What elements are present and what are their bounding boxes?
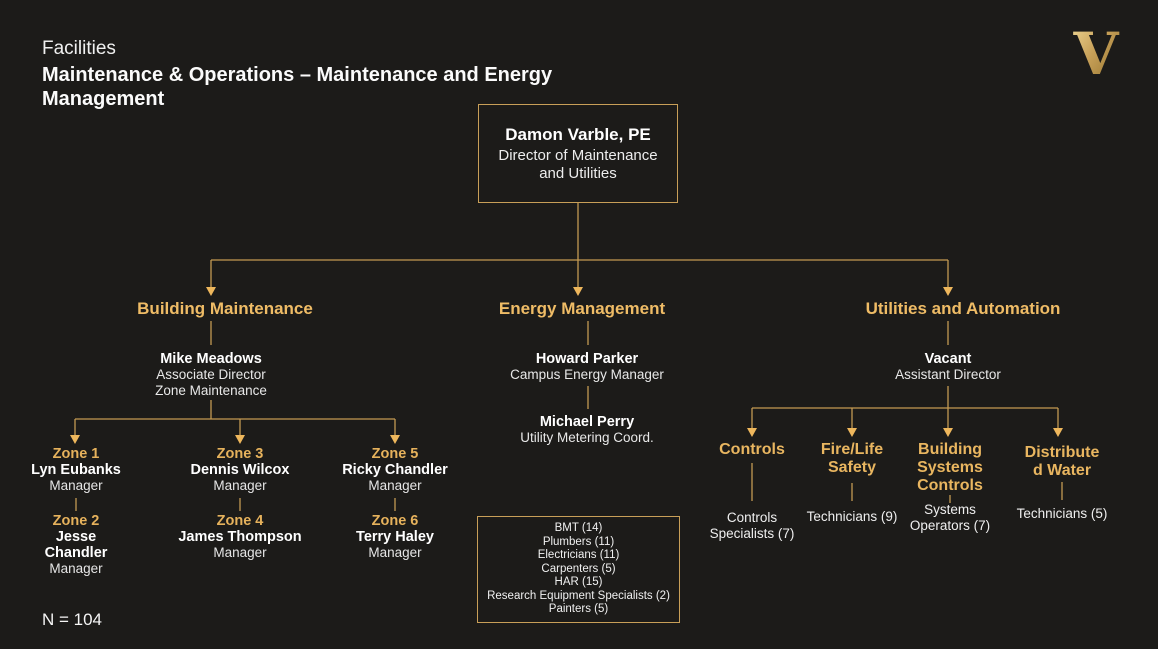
person-name: James Thompson (178, 529, 302, 545)
director-title-line: and Utilities (539, 164, 617, 182)
group-staff-fire-life-technicians: Technicians (9) (807, 509, 898, 525)
group-staff-systems-operators: Systems Operators (7) (910, 502, 990, 534)
zone-label: Zone 3 (216, 446, 264, 462)
zone-label: Zone 6 (371, 513, 419, 529)
staff-line: BMT (14) (554, 521, 603, 534)
org-node-zone-1: Zone 1 Lyn Eubanks Manager (31, 446, 121, 494)
staff-line: Electricians (11) (537, 549, 620, 562)
zone-label: Zone 4 (216, 513, 264, 529)
group-staff-controls-specialists: Controls Specialists (7) (710, 510, 795, 542)
org-node-zone-3: Zone 3 Dennis Wilcox Manager (191, 446, 290, 494)
org-node-associate-director: Mike Meadows Associate Director Zone Mai… (155, 351, 267, 398)
branch-header-utilities-automation: Utilities and Automation (865, 299, 1061, 318)
group-label-line: Systems (917, 459, 983, 476)
person-name: Michael Perry (539, 414, 635, 430)
person-title: Manager (213, 478, 267, 493)
org-node-zone-4: Zone 4 James Thompson Manager (178, 513, 301, 561)
staff-line: Technicians (9) (806, 509, 898, 524)
slide-title-line-2: Management (42, 88, 165, 110)
group-header-distributed-water: Distribute d Water (1025, 444, 1100, 480)
vanderbilt-v-logo-icon: V (1066, 20, 1126, 88)
org-node-campus-energy-manager: Howard Parker Campus Energy Manager (510, 351, 664, 383)
staff-line: Operators (7) (909, 518, 991, 533)
person-title: Manager (49, 561, 103, 576)
person-name-line: Jesse (55, 529, 97, 545)
group-header-fire-life-safety: Fire/Life Safety (821, 441, 883, 477)
group-label-line: Controls (719, 441, 785, 458)
person-title-line: Associate Director (156, 367, 266, 382)
director-title-line: Director of Maintenance (498, 146, 658, 164)
staff-line: Technicians (5) (1016, 506, 1108, 521)
person-name: Ricky Chandler (342, 462, 448, 478)
group-label-line: Distribute (1024, 444, 1100, 461)
org-node-zone-2: Zone 2 Jesse Chandler Manager (45, 513, 108, 577)
group-header-controls: Controls (719, 441, 785, 459)
energy-staff-box: BMT (14) Plumbers (11) Electricians (11)… (477, 516, 680, 623)
group-label-line: Controls (917, 477, 983, 494)
person-title-line: Zone Maintenance (155, 382, 267, 398)
org-node-director: Damon Varble, PE Director of Maintenance… (478, 104, 678, 203)
person-name: Terry Haley (356, 529, 434, 545)
group-label-line: Building (918, 441, 982, 458)
person-name-line: Chandler (44, 545, 108, 561)
staff-line: Painters (5) (548, 603, 609, 616)
slide-title-line-1: Maintenance & Operations – Maintenance a… (42, 64, 553, 86)
person-title: Manager (213, 545, 267, 560)
person-name: Lyn Eubanks (31, 462, 121, 478)
group-header-building-systems-controls: Building Systems Controls (917, 441, 983, 495)
org-node-zone-6: Zone 6 Terry Haley Manager (356, 513, 434, 561)
person-title-line: Assistant Director (895, 367, 1001, 382)
person-title-line: Campus Energy Manager (510, 367, 664, 382)
slide-header: Facilities Maintenance & Operations – Ma… (42, 38, 552, 111)
group-staff-water-technicians: Technicians (5) (1017, 506, 1108, 522)
group-label-line: d Water (1032, 462, 1092, 479)
staff-line: Systems (924, 502, 976, 517)
director-name: Damon Varble, PE (505, 124, 651, 144)
headcount-footnote: N = 104 (42, 610, 103, 629)
branch-header-building-maintenance: Building Maintenance (137, 299, 313, 318)
org-node-zone-5: Zone 5 Ricky Chandler Manager (342, 446, 448, 494)
group-label-line: Fire/Life (820, 441, 884, 458)
person-title: Manager (368, 545, 422, 560)
staff-line: Plumbers (11) (542, 535, 615, 548)
person-name: Mike Meadows (160, 351, 262, 367)
person-title: Manager (368, 478, 422, 493)
zone-label: Zone 1 (52, 446, 100, 462)
slide-eyebrow: Facilities (42, 38, 116, 59)
person-name: Dennis Wilcox (190, 462, 290, 478)
group-label-line: Safety (827, 459, 877, 476)
person-name: Howard Parker (535, 351, 639, 367)
branch-header-energy-management: Energy Management (498, 299, 666, 318)
org-node-utility-metering-coord: Michael Perry Utility Metering Coord. (520, 414, 654, 446)
logo-letter: V (1072, 24, 1119, 84)
person-title-line: Utility Metering Coord. (520, 430, 654, 445)
zone-label: Zone 5 (371, 446, 419, 462)
org-node-assistant-director: Vacant Assistant Director (895, 351, 1001, 383)
staff-line: Carpenters (5) (541, 562, 616, 575)
staff-line: HAR (15) (554, 576, 603, 589)
staff-line: Research Equipment Specialists (2) (487, 589, 670, 602)
zone-label: Zone 2 (52, 513, 100, 529)
staff-line: Specialists (7) (709, 526, 795, 541)
staff-line: Controls (726, 510, 778, 525)
person-name: Vacant (924, 351, 972, 367)
person-title: Manager (49, 478, 103, 493)
